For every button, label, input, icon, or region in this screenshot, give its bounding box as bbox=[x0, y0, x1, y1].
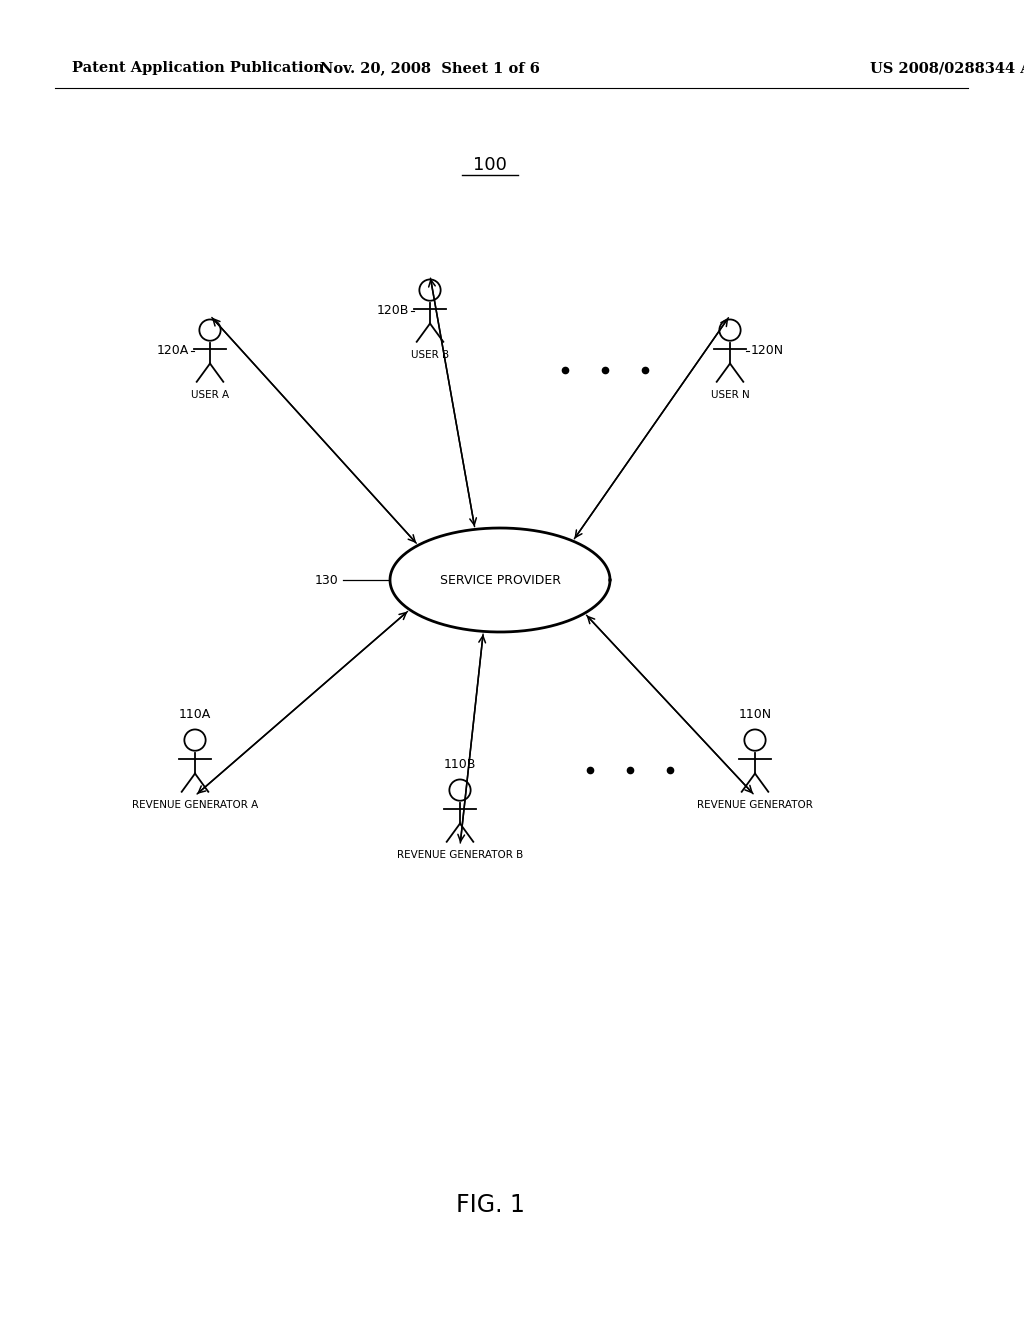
Polygon shape bbox=[390, 528, 610, 632]
Text: USER B: USER B bbox=[411, 350, 450, 360]
Text: REVENUE GENERATOR B: REVENUE GENERATOR B bbox=[397, 850, 523, 859]
Text: REVENUE GENERATOR: REVENUE GENERATOR bbox=[697, 800, 813, 809]
Text: 120A: 120A bbox=[157, 345, 189, 358]
Text: 100: 100 bbox=[473, 156, 507, 174]
Text: Patent Application Publication: Patent Application Publication bbox=[72, 61, 324, 75]
Text: SERVICE PROVIDER: SERVICE PROVIDER bbox=[439, 573, 560, 586]
Text: 120N: 120N bbox=[751, 345, 784, 358]
Text: 110N: 110N bbox=[738, 709, 771, 722]
Text: US 2008/0288344 A1: US 2008/0288344 A1 bbox=[870, 61, 1024, 75]
Text: 110A: 110A bbox=[179, 709, 211, 722]
Text: REVENUE GENERATOR A: REVENUE GENERATOR A bbox=[132, 800, 258, 809]
Text: FIG. 1: FIG. 1 bbox=[456, 1193, 524, 1217]
Text: Nov. 20, 2008  Sheet 1 of 6: Nov. 20, 2008 Sheet 1 of 6 bbox=[321, 61, 540, 75]
Text: 120B: 120B bbox=[377, 304, 410, 317]
Text: USER A: USER A bbox=[190, 389, 229, 400]
Text: USER N: USER N bbox=[711, 389, 750, 400]
Text: 110B: 110B bbox=[443, 759, 476, 771]
Text: 130: 130 bbox=[314, 573, 338, 586]
